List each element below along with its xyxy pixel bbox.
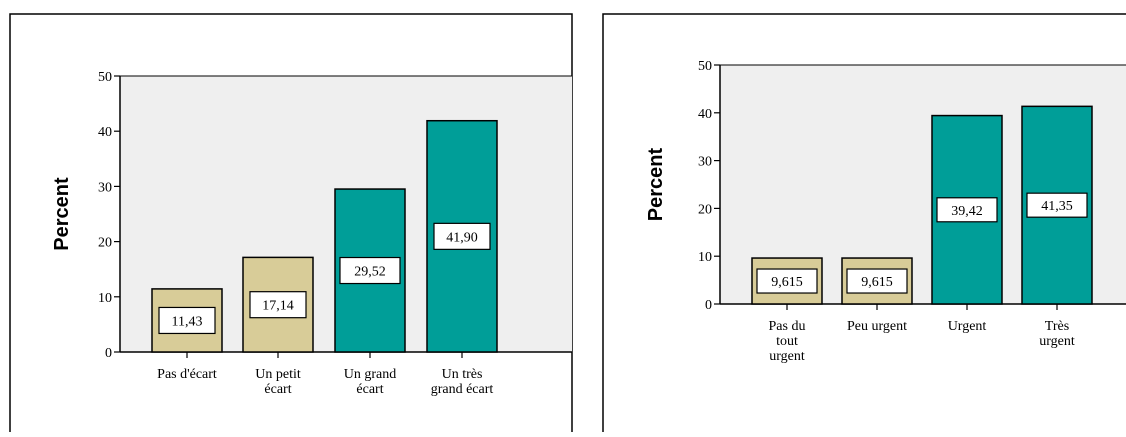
y-tick-label: 10 (98, 291, 112, 306)
data-label-box (433, 222, 491, 250)
category-label-line: grand écart (431, 382, 494, 397)
category-label-line: Un petit (255, 367, 301, 382)
y-tick-label: 50 (98, 70, 112, 85)
category-label-line: Pas du (769, 319, 806, 334)
y-tick-label: 40 (698, 107, 712, 122)
data-label: 17,14 (262, 299, 294, 314)
category-label-line: Un très (442, 367, 483, 382)
category-label-line: Urgent (948, 319, 987, 334)
y-tick-label: 10 (698, 250, 712, 265)
category-label-line: Un grand (344, 367, 397, 382)
category-label-line: Peu urgent (847, 319, 907, 334)
data-label: 9,615 (771, 275, 803, 290)
data-label: 41,35 (1041, 199, 1073, 214)
data-label-box (249, 291, 307, 319)
y-tick-label: 50 (698, 59, 712, 74)
y-tick-label: 0 (105, 346, 112, 361)
data-label-box (1026, 192, 1088, 218)
category-label-line: tout (776, 334, 798, 349)
category-label: Très urgent (1039, 319, 1075, 349)
category-label: Urgent (948, 319, 987, 334)
y-tick-label: 20 (698, 202, 712, 217)
data-label: 9,615 (861, 275, 893, 290)
data-label-box (846, 268, 908, 294)
category-label-line: urgent (1039, 334, 1075, 349)
category-label: Un grand écart (344, 367, 397, 397)
data-label-box (936, 197, 998, 223)
category-label: Peu urgent (847, 319, 907, 334)
y-axis-title: Percent (51, 177, 73, 251)
y-tick-label: 0 (705, 298, 712, 313)
data-label-box (339, 256, 401, 285)
data-label: 11,43 (172, 314, 203, 329)
category-label-line: urgent (769, 349, 805, 364)
category-label-line: écart (356, 382, 383, 397)
category-label: Pas du tout urgent (769, 319, 806, 364)
chart-1: 0 10 20 30 40 50 Percent 11,43 Pas d'écart 17,14 U… (51, 70, 572, 397)
data-label: 29,52 (354, 265, 386, 280)
category-label: Un petit écart (255, 367, 301, 397)
y-tick-label: 30 (98, 180, 112, 195)
category-label: Pas d'écart (157, 367, 217, 382)
category-label: Un très grand écart (431, 367, 494, 397)
category-label-line: Très (1045, 319, 1069, 334)
y-tick-label: 20 (98, 236, 112, 251)
y-tick-label: 40 (98, 125, 112, 140)
category-label-line: écart (264, 382, 291, 397)
data-label-box (756, 268, 818, 294)
y-axis-title: Percent (645, 147, 667, 221)
data-label: 39,42 (951, 204, 983, 219)
y-tick-label: 30 (698, 155, 712, 170)
data-label-box (158, 306, 216, 335)
category-label-line: Pas d'écart (157, 367, 217, 382)
data-label: 41,90 (446, 230, 478, 245)
